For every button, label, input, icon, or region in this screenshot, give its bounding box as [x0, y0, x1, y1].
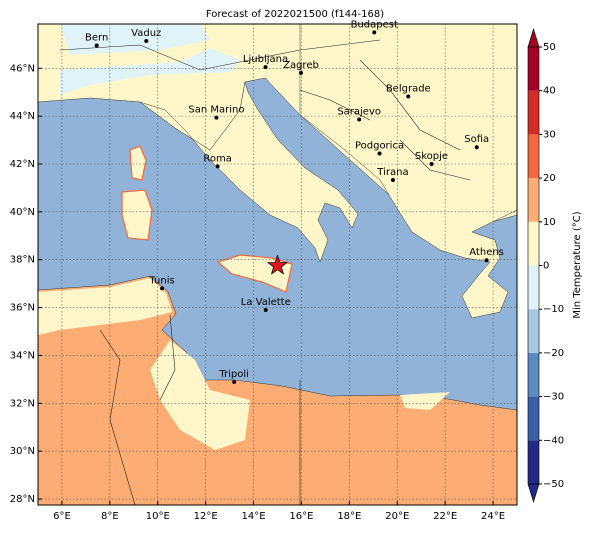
y-tick-label: 40°N: [10, 207, 35, 218]
city-label: Athens: [469, 247, 504, 258]
borders: [59, 39, 471, 505]
city-label: Zagreb: [283, 60, 319, 71]
city-label: Sofia: [464, 134, 489, 145]
colorbar-tick-label: 20: [543, 173, 556, 184]
balkans: [299, 24, 517, 319]
y-tick-label: 34°N: [10, 350, 35, 361]
colorbar-tick-label: −10: [543, 304, 564, 315]
x-tick-label: 14°E: [242, 511, 266, 522]
title: Forecast of 2022021500 (f144-168): [206, 9, 384, 20]
city-label: Tirana: [376, 167, 408, 178]
x-tick-label: 20°E: [385, 511, 409, 522]
warm-zone: [38, 278, 172, 335]
sardinia: [121, 189, 153, 241]
x-tick-label: 18°E: [337, 511, 361, 522]
city-dot: [484, 258, 489, 263]
y-tick-label: 42°N: [10, 159, 35, 170]
corsica: [129, 145, 147, 181]
city-dot: [263, 307, 268, 312]
city-dot: [215, 164, 220, 169]
city-label: Sarajevo: [337, 106, 381, 117]
city-label: La Valette: [241, 297, 291, 308]
y-tick-label: 32°N: [10, 398, 35, 409]
warm-zone: [400, 392, 450, 410]
colorbar-segment: [528, 47, 539, 91]
city-label: San Marino: [188, 105, 244, 116]
y-tick-label: 30°N: [10, 446, 35, 457]
colorbar-tick-label: 30: [543, 129, 556, 140]
colorbar-tick-label: −20: [543, 348, 564, 359]
x-tick-label: 22°E: [433, 511, 457, 522]
x-tick-label: 12°E: [194, 511, 218, 522]
x-tick-label: 16°E: [289, 511, 313, 522]
city-dot: [357, 117, 362, 122]
colorbar-tick-label: 50: [543, 42, 556, 53]
city-label: Budapest: [351, 19, 398, 30]
colorbar-tick-label: 40: [543, 86, 556, 97]
city-dot: [232, 379, 237, 384]
forecast-point: [266, 254, 289, 275]
city-dot: [298, 70, 303, 75]
colorbar-tick-label: −50: [543, 479, 564, 490]
y-tick-label: 46°N: [10, 63, 35, 74]
x-tick-label: 24°E: [481, 511, 505, 522]
colorbar-extend: [527, 483, 540, 504]
city-dot: [263, 65, 268, 70]
colorbar-extend: [527, 27, 540, 48]
y-tick-label: 38°N: [10, 255, 35, 266]
city-label: Skopje: [415, 151, 448, 162]
city-dot: [372, 30, 377, 35]
colorbar-tick-label: −40: [543, 435, 564, 446]
colorbar-segment: [528, 265, 539, 310]
colorbar-segment: [528, 309, 539, 353]
colorbar-segment: [528, 90, 539, 135]
city-label: Belgrade: [386, 84, 431, 95]
cold-zone: [60, 48, 240, 95]
city-label: Vaduz: [131, 28, 161, 39]
colorbar-label: Min Temperature (°C): [572, 211, 583, 318]
italy: [139, 81, 359, 263]
city-label: Tripoli: [218, 369, 249, 380]
colorbar-segment: [528, 221, 539, 266]
map-frame: [37, 23, 518, 506]
colorbar-tick-label: 10: [543, 217, 556, 228]
city-dot: [474, 145, 479, 150]
colorbar-segment: [528, 440, 539, 484]
city-label: Tunis: [148, 275, 174, 286]
city-label: Podgorica: [355, 140, 404, 151]
city-dot: [377, 151, 382, 156]
city-dot: [214, 115, 219, 120]
city-dot: [94, 43, 99, 48]
colorbar-segment: [528, 352, 539, 397]
colorbar-tick-label: −30: [543, 392, 564, 403]
y-tick-label: 36°N: [10, 303, 35, 314]
colorbar-segment: [528, 134, 539, 179]
city-dot: [390, 178, 395, 183]
city-dot: [429, 161, 434, 166]
colorbar-tick-label: 0: [543, 261, 549, 272]
city-dot: [406, 94, 411, 99]
x-tick-label: 10°E: [146, 511, 170, 522]
city-dot: [160, 286, 165, 291]
colorbar-segment: [528, 396, 539, 441]
city-label: Ljubljana: [243, 54, 288, 65]
x-tick-label: 6°E: [53, 511, 71, 522]
y-tick-label: 44°N: [10, 111, 35, 122]
city-label: Bern: [85, 33, 108, 44]
x-tick-label: 8°E: [101, 511, 119, 522]
city-dot: [144, 38, 149, 43]
y-tick-label: 28°N: [10, 494, 35, 505]
colorbar-segment: [528, 178, 539, 222]
city-label: Roma: [203, 153, 232, 164]
